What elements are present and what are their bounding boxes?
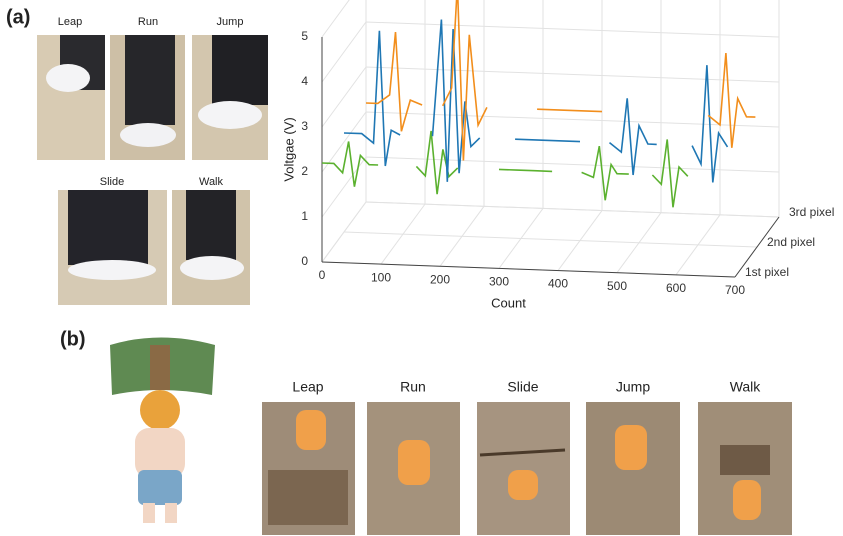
grid-line [557, 0, 603, 271]
photos [37, 35, 268, 305]
x-tick-label: 200 [430, 272, 450, 286]
game-label: Run [400, 379, 426, 395]
game-screen [477, 402, 570, 535]
x-tick-label: 0 [319, 268, 326, 282]
x-tick-label: 700 [725, 283, 745, 297]
z-tick-label: 3rd pixel [789, 205, 834, 219]
game-label: Jump [616, 379, 650, 395]
x-tick-label: 100 [371, 270, 391, 284]
grid-line [321, 201, 780, 263]
grid-line [380, 0, 426, 265]
x-tick-label: 500 [607, 279, 627, 293]
y-tick-label: 3 [301, 119, 308, 133]
grid-line [321, 111, 780, 173]
signal-line [321, 130, 689, 208]
grid-line [675, 0, 721, 276]
grid-line [321, 21, 780, 83]
grid-line [321, 156, 780, 218]
axis-line [321, 261, 736, 278]
chart: 0 100 200 300 400 500 600 700 0 1 2 3 4 5 1st pixel 2nd… [281, 0, 834, 310]
photo-label: Jump [217, 16, 244, 28]
x-tick-label: 300 [489, 275, 509, 289]
avatar-illustration [110, 337, 215, 523]
x-axis-label: Count [491, 295, 526, 310]
y-tick-label: 2 [301, 164, 308, 178]
z-tick-label: 2nd pixel [767, 235, 815, 249]
x-tick-label: 400 [548, 277, 568, 291]
y-tick-label: 0 [301, 254, 308, 268]
depth-grid-line [343, 231, 758, 248]
game-label: Slide [507, 379, 538, 395]
panel-label: (a) [6, 6, 30, 28]
signal-line [343, 19, 729, 183]
x-tick-label: 600 [666, 281, 686, 295]
y-tick-label: 1 [301, 209, 308, 223]
game-screens [262, 402, 792, 535]
photo-label: Run [138, 16, 158, 28]
z-tick-label: 1st pixel [745, 265, 789, 279]
signal-line [365, 0, 756, 161]
panel-label: (b) [60, 328, 86, 350]
photo-label: Walk [199, 176, 224, 188]
y-tick-label: 5 [301, 29, 308, 43]
depth-grid-line [365, 201, 780, 218]
grid-line [321, 0, 367, 263]
grid-line [321, 0, 350, 38]
game-label: Walk [730, 379, 762, 395]
photo-label: Leap [58, 16, 82, 28]
grid-line [321, 66, 780, 128]
game-label: Leap [292, 379, 323, 395]
y-axis-label: Voltgae (V) [281, 117, 296, 181]
y-tick-label: 4 [301, 74, 308, 88]
photo-label: Slide [100, 176, 124, 188]
axis-line [734, 216, 780, 278]
grid-line [498, 0, 544, 269]
